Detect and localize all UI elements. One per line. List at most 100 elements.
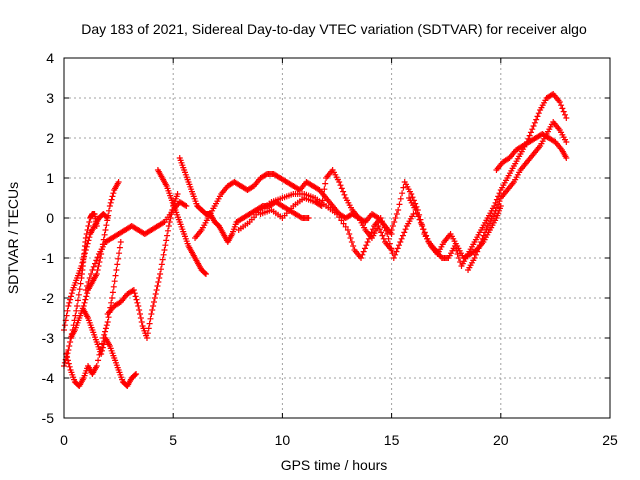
data-point: [548, 91, 555, 98]
y-tick-label: -5: [42, 410, 55, 426]
data-point: [420, 226, 427, 233]
data-point: [84, 290, 91, 297]
data-point: [380, 235, 387, 242]
x-tick-label: 10: [275, 432, 291, 448]
data-point: [116, 250, 123, 257]
data-point: [361, 245, 368, 252]
data-point: [453, 247, 460, 253]
data-point: [146, 320, 153, 327]
y-tick-label: 1: [46, 170, 54, 186]
x-axis-label: GPS time / hours: [281, 457, 388, 473]
y-tick-label: -4: [42, 370, 55, 386]
data-point: [319, 197, 326, 204]
data-point: [96, 259, 103, 265]
data-point: [369, 226, 376, 233]
data-point: [336, 214, 343, 221]
data-point: [152, 291, 159, 297]
data-point: [318, 203, 325, 209]
data-point: [94, 267, 101, 273]
data-point: [154, 283, 161, 289]
data-point: [560, 108, 567, 115]
data-point: [83, 293, 90, 300]
series-trace: [104, 191, 181, 341]
data-point: [86, 275, 93, 281]
data-point: [101, 231, 108, 238]
series-trace: [235, 191, 417, 261]
data-point: [472, 251, 479, 258]
series-trace: [154, 167, 209, 277]
data-point: [104, 319, 111, 325]
data-point: [137, 311, 144, 317]
data-point: [101, 331, 108, 338]
data-point: [337, 182, 344, 189]
data-point: [98, 351, 105, 357]
data-point: [563, 139, 570, 145]
data-point: [65, 360, 72, 367]
data-point: [102, 328, 109, 335]
data-point: [295, 186, 302, 193]
data-point: [108, 299, 115, 306]
data-point: [100, 341, 107, 348]
data-point: [262, 171, 269, 178]
data-point: [378, 218, 385, 225]
data-point: [103, 322, 110, 329]
data-point: [388, 227, 395, 233]
data-point: [395, 207, 402, 213]
data-point: [378, 229, 385, 236]
data-point: [377, 215, 384, 221]
data-point: [393, 248, 400, 255]
data-point: [77, 280, 84, 287]
data-point: [112, 272, 119, 279]
data-point: [559, 105, 566, 112]
data-point: [89, 267, 96, 273]
data-point: [483, 226, 490, 233]
data-point: [526, 132, 533, 139]
data-point: [133, 296, 140, 303]
data-point: [181, 202, 188, 209]
series-trace: [465, 119, 570, 273]
x-tick-label: 20: [493, 432, 509, 448]
data-point: [530, 123, 537, 129]
data-point: [148, 311, 155, 317]
data-point: [534, 113, 541, 120]
data-point: [145, 325, 152, 332]
data-point: [86, 219, 93, 225]
data-point: [65, 347, 72, 353]
series-trace: [80, 307, 140, 389]
data-point: [130, 287, 137, 293]
data-point: [81, 299, 88, 306]
y-tick-label: 0: [46, 210, 54, 226]
data-point: [95, 263, 102, 269]
data-point: [74, 303, 81, 309]
data-point: [93, 223, 100, 229]
data-point: [156, 275, 163, 281]
y-tick-label: -3: [42, 330, 55, 346]
data-point: [392, 251, 399, 258]
data-point: [90, 263, 97, 270]
data-point: [105, 207, 112, 214]
data-point: [364, 239, 371, 245]
data-point: [160, 219, 167, 226]
data-point: [110, 190, 117, 197]
data-point: [535, 110, 542, 117]
data-point: [137, 315, 144, 321]
data-point: [134, 299, 141, 306]
plot-frame: [63, 57, 611, 419]
data-point: [165, 223, 172, 229]
data-point: [88, 271, 95, 277]
data-point: [401, 229, 408, 236]
data-point: [161, 247, 168, 253]
data-point: [492, 207, 499, 214]
data-point: [108, 196, 115, 203]
data-point: [93, 363, 100, 369]
data-point: [75, 291, 82, 298]
data-point: [336, 179, 343, 185]
data-point: [424, 235, 431, 242]
data-point: [66, 363, 73, 370]
data-point: [321, 186, 328, 193]
data-point: [143, 335, 150, 341]
data-point: [95, 357, 102, 364]
data-point: [83, 231, 90, 237]
data-point: [99, 344, 106, 351]
data-point: [474, 248, 481, 255]
